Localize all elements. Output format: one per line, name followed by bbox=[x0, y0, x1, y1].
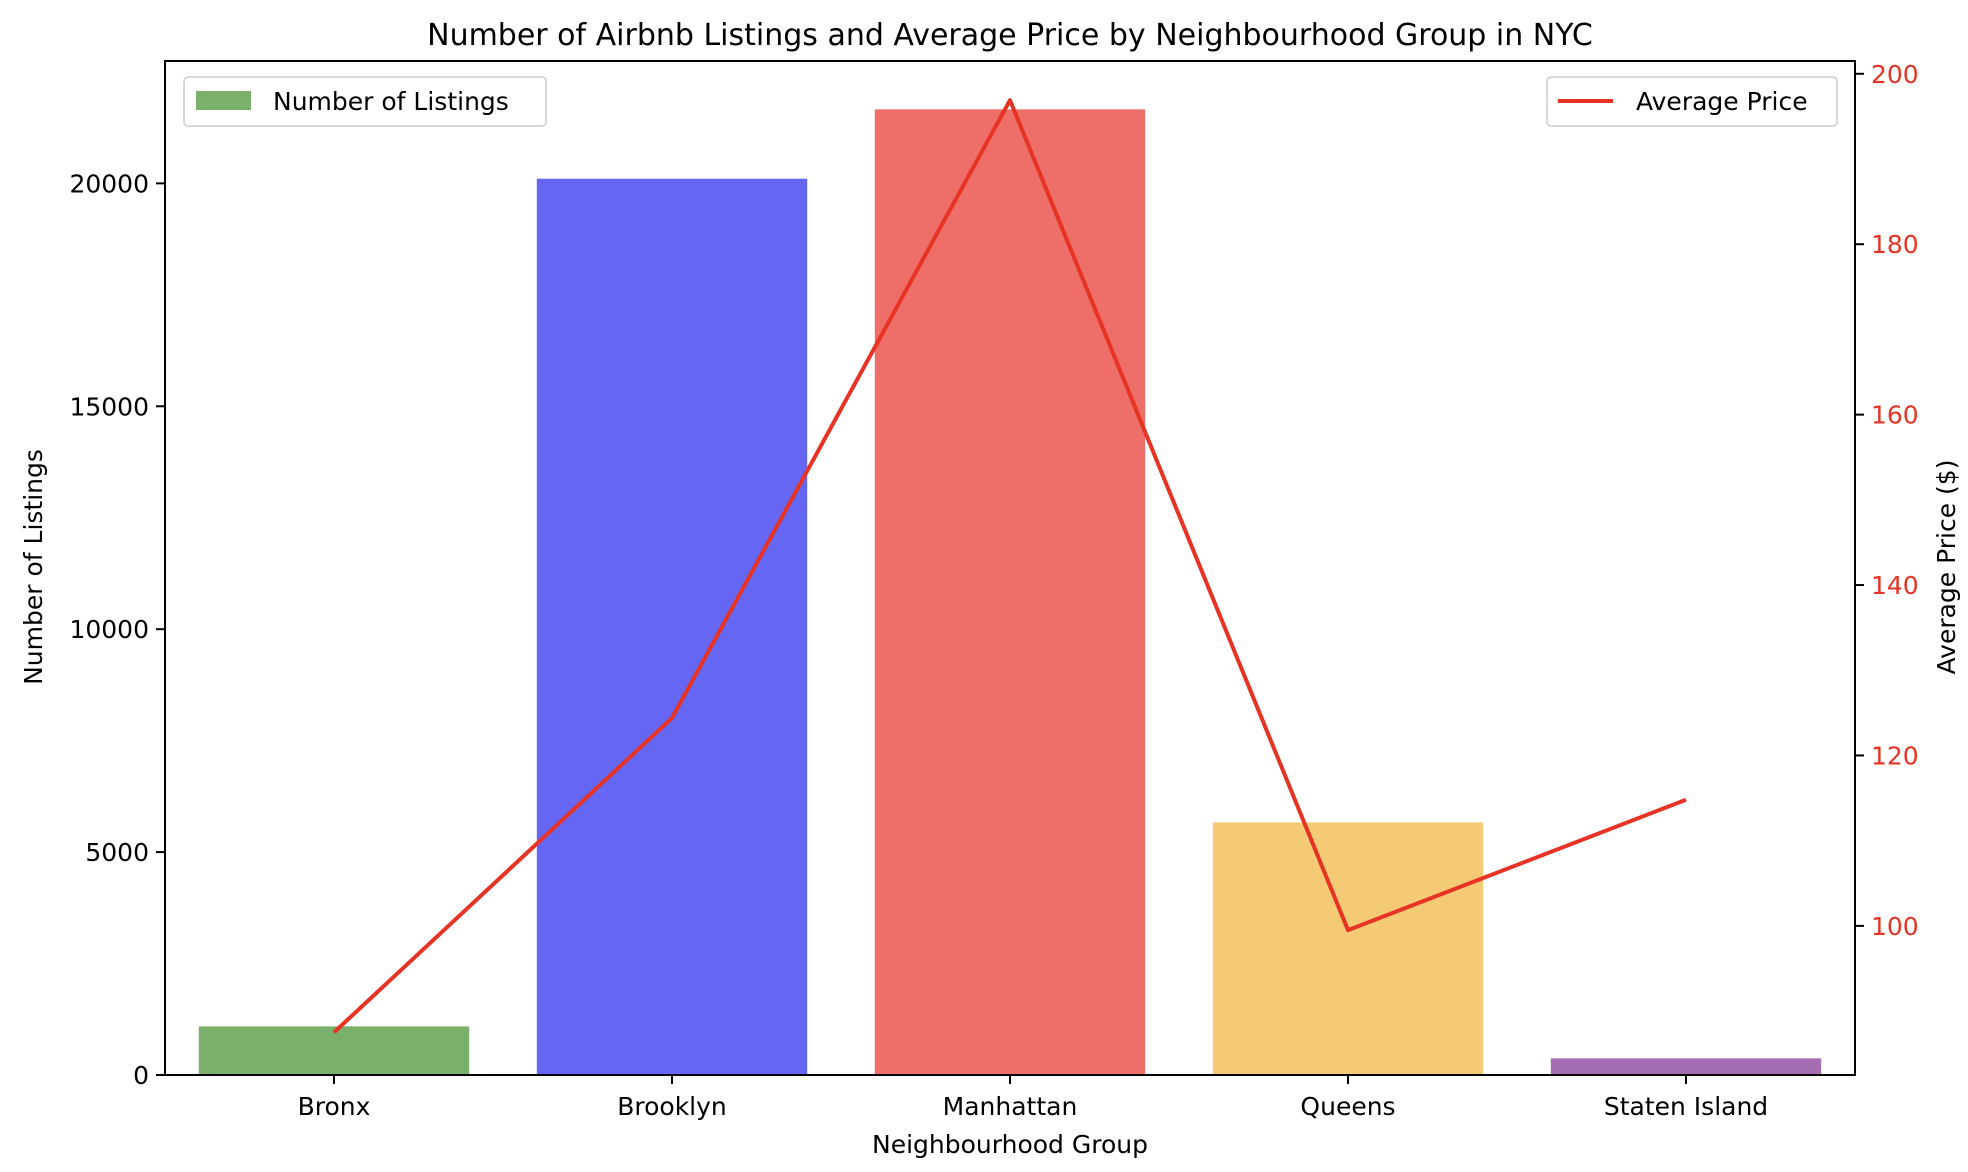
x-axis: Bronx Brooklyn Manhattan Queens Staten Islan… bbox=[298, 1075, 1768, 1121]
y-tick-label: 20000 bbox=[69, 169, 149, 198]
bars-layer bbox=[198, 109, 1822, 1075]
y2-axis-label: Average Price ($) bbox=[1932, 460, 1961, 675]
line-layer bbox=[332, 98, 1687, 1034]
x-tick-label: Bronx bbox=[298, 1092, 371, 1121]
y-tick-label: 15000 bbox=[69, 392, 149, 421]
left-y-axis: 0 5000 10000 15000 20000 bbox=[69, 169, 165, 1090]
average-price-line bbox=[332, 98, 1687, 1034]
y2-tick-label: 140 bbox=[1871, 571, 1919, 600]
y-tick-label: 10000 bbox=[69, 615, 149, 644]
x-tick-label: Queens bbox=[1300, 1092, 1395, 1121]
chart-title: Number of Airbnb Listings and Average Pr… bbox=[427, 18, 1593, 53]
y2-tick-label: 160 bbox=[1871, 401, 1919, 430]
bar-manhattan bbox=[874, 109, 1146, 1075]
right-y-axis: 100 120 140 160 180 200 bbox=[1855, 60, 1919, 941]
x-axis-label: Neighbourhood Group bbox=[872, 1130, 1148, 1159]
legend-listings-label: Number of Listings bbox=[273, 87, 509, 116]
y2-tick-label: 180 bbox=[1871, 230, 1919, 259]
legend-listings-frame bbox=[183, 76, 547, 127]
y2-tick-label: 120 bbox=[1871, 741, 1919, 770]
legend-price-frame bbox=[1546, 76, 1838, 127]
legend-price: Average Price bbox=[1546, 76, 1838, 127]
x-tick-label: Brooklyn bbox=[617, 1092, 727, 1121]
y-tick-label: 0 bbox=[133, 1061, 149, 1090]
bar-queens bbox=[1212, 822, 1484, 1075]
y2-tick-label: 200 bbox=[1871, 60, 1919, 89]
x-tick-label: Staten Island bbox=[1604, 1092, 1768, 1121]
x-tick-label: Manhattan bbox=[943, 1092, 1078, 1121]
bar-staten-island bbox=[1550, 1058, 1822, 1075]
legend-listings-swatch bbox=[196, 91, 251, 110]
legend-price-label: Average Price bbox=[1636, 87, 1808, 116]
y-axis-label: Number of Listings bbox=[19, 449, 48, 685]
y2-tick-label: 100 bbox=[1871, 912, 1919, 941]
bar-brooklyn bbox=[536, 178, 808, 1075]
y-tick-label: 5000 bbox=[85, 838, 149, 867]
bar-bronx bbox=[198, 1026, 470, 1075]
legend-listings: Number of Listings bbox=[183, 76, 547, 127]
